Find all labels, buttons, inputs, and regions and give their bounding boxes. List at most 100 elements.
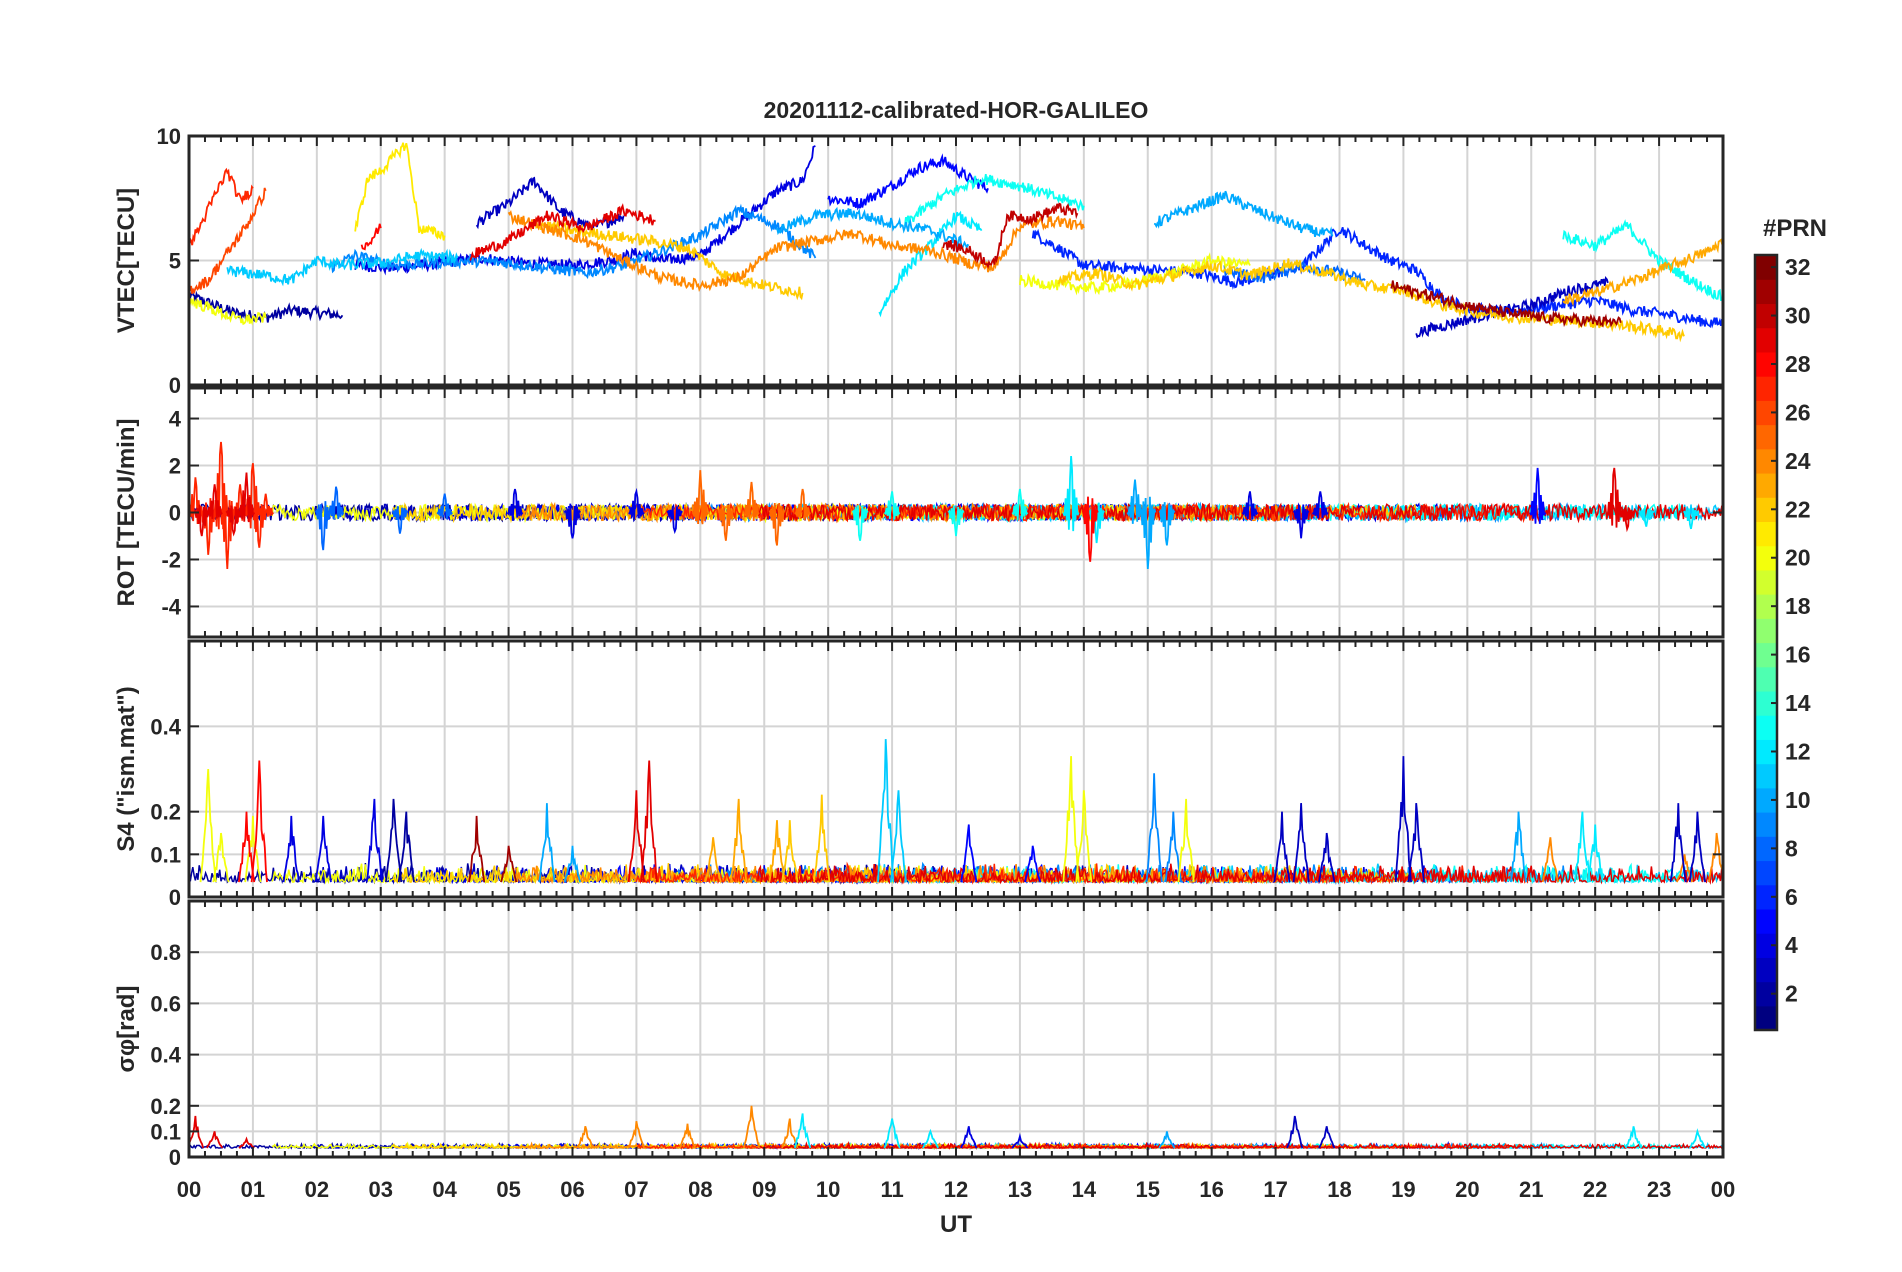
panel-sigphi: 00.10.2 0.4 0.6 0.8 σφ[rad] bbox=[113, 899, 1725, 1170]
colorbar-swatch bbox=[1755, 860, 1777, 886]
sigphi-spike-prn-12 bbox=[1624, 1126, 1643, 1149]
y-tick-label: 0.4 bbox=[150, 714, 181, 739]
s4-spike-prn-23 bbox=[704, 837, 722, 883]
colorbar-tick-label: 20 bbox=[1785, 545, 1811, 571]
x-tick-label: 21 bbox=[1519, 1177, 1543, 1202]
rot-spike-prn-27 bbox=[257, 493, 275, 518]
colorbar-swatch bbox=[1755, 448, 1777, 474]
s4-spike-prn-20 bbox=[1062, 756, 1080, 883]
s4-spike-prn-29 bbox=[627, 790, 645, 883]
vtec-series-prn-24 bbox=[507, 210, 1085, 292]
rot-spike-prn-29 bbox=[1605, 467, 1623, 528]
colorbar-swatch bbox=[1755, 400, 1777, 426]
rot-noise-prn-29 bbox=[757, 501, 1723, 524]
vtec-ylabel: VTEC[TECU] bbox=[113, 188, 140, 333]
vtec-series-prn-31 bbox=[1390, 280, 1622, 328]
s4-spike-prn-10 bbox=[1509, 811, 1527, 883]
panel-vtec: 0 5 10 VTEC[TECU] bbox=[113, 124, 1725, 398]
vtec-series-prn-13 bbox=[904, 173, 1085, 227]
x-tick-label: 06 bbox=[560, 1177, 584, 1202]
x-tick-label: 18 bbox=[1327, 1177, 1351, 1202]
colorbar-tick-label: 14 bbox=[1785, 690, 1811, 716]
rot-spike-prn-4 bbox=[1311, 491, 1329, 519]
s4-spike-prn-10 bbox=[563, 845, 582, 883]
vtec-series-prn-27 bbox=[189, 167, 254, 250]
rot-spike-prn-4 bbox=[506, 488, 524, 521]
s4-spike-prn-23 bbox=[730, 798, 748, 883]
s4-noise-prn-27 bbox=[635, 861, 1532, 885]
vtec-series-prn-10 bbox=[776, 206, 970, 250]
rot-spike-prn-10 bbox=[1139, 496, 1157, 569]
colorbar-tick-label: 32 bbox=[1785, 254, 1811, 280]
sigphi-spike-prn-29 bbox=[206, 1131, 224, 1149]
s4-spike-prn-12 bbox=[1586, 824, 1604, 883]
sigphi-spike-prn-3 bbox=[1318, 1126, 1336, 1149]
colorbar-tick-label: 28 bbox=[1785, 351, 1811, 377]
vtec-series-prn-29 bbox=[469, 203, 656, 261]
x-tick-label: 01 bbox=[241, 1177, 265, 1202]
colorbar-tick-label: 16 bbox=[1785, 642, 1811, 668]
panel-s4: 0 0.1 0.2 0.4 S4 ("ism.mat") bbox=[113, 639, 1725, 910]
s4-noise-prn-29 bbox=[757, 863, 1723, 885]
rot-spike-prn-8 bbox=[314, 501, 332, 551]
x-tick-label: 15 bbox=[1136, 1177, 1160, 1202]
colorbar-tick-label: 8 bbox=[1785, 835, 1798, 861]
rot-series bbox=[189, 441, 1723, 569]
x-tick-label: 09 bbox=[752, 1177, 776, 1202]
sigphi-spike-prn-4 bbox=[1011, 1132, 1029, 1149]
rot-spike-prn-4 bbox=[564, 503, 581, 539]
colorbar-swatch bbox=[1755, 327, 1777, 353]
colorbar-tick-label: 26 bbox=[1785, 399, 1811, 425]
y-tick-label: 0.6 bbox=[150, 991, 181, 1016]
sigphi-spike-prn-10 bbox=[1158, 1131, 1176, 1149]
s4-spike-prn-20 bbox=[212, 832, 230, 883]
sigphi-spike-prn-29 bbox=[238, 1136, 255, 1149]
x-tick-label: 03 bbox=[369, 1177, 393, 1202]
rot-spike-prn-12 bbox=[1638, 508, 1655, 527]
vtec-series-prn-20 bbox=[189, 296, 267, 326]
x-tick-label: 10 bbox=[816, 1177, 840, 1202]
rot-spike-prn-13 bbox=[851, 505, 869, 541]
y-tick-label: 0.2 bbox=[150, 800, 181, 825]
vtec-series-prn-12 bbox=[878, 210, 983, 318]
s4-spike-prn-5 bbox=[960, 824, 978, 883]
vtec-series-prn-9 bbox=[328, 203, 817, 280]
x-axis-label: UT bbox=[940, 1211, 972, 1238]
rot-spike-prn-12 bbox=[1682, 507, 1700, 530]
sigphi-spike-prn-24 bbox=[679, 1123, 697, 1149]
colorbar-swatch bbox=[1755, 472, 1777, 498]
s4-spike-prn-2 bbox=[385, 798, 403, 883]
vtec-series-prn-13 bbox=[1562, 219, 1723, 302]
rot-spike-prn-8 bbox=[391, 506, 409, 534]
colorbar-swatch bbox=[1755, 933, 1777, 958]
colorbar-swatch bbox=[1755, 1005, 1777, 1031]
s4-series bbox=[189, 739, 1723, 885]
y-tick-label: 0 bbox=[169, 885, 181, 910]
rot-spike-prn-13 bbox=[883, 491, 901, 520]
x-tick-label: 13 bbox=[1008, 1177, 1032, 1202]
s4-spike-prn-2 bbox=[397, 811, 415, 883]
s4-spike-prn-31 bbox=[500, 845, 518, 883]
y-tick-label: -4 bbox=[161, 594, 181, 619]
s4-spike-prn-10 bbox=[538, 803, 556, 883]
rot-spike-prn-25 bbox=[691, 470, 709, 525]
x-tick-label: 14 bbox=[1072, 1177, 1097, 1202]
colorbar-swatch bbox=[1755, 787, 1777, 813]
y-tick-label: 0 bbox=[169, 373, 181, 398]
colorbar-swatch bbox=[1755, 545, 1777, 571]
sigphi-spike-prn-12 bbox=[883, 1118, 901, 1149]
vtec-series-prn-21 bbox=[354, 142, 446, 241]
s4-spike-prn-3 bbox=[1688, 811, 1706, 883]
s4-spike-prn-4 bbox=[314, 815, 332, 883]
s4-spike-prn-20 bbox=[244, 815, 262, 883]
s4-ylabel: S4 ("ism.mat") bbox=[113, 686, 140, 851]
colorbar-swatch bbox=[1755, 908, 1777, 934]
x-tick-label: 04 bbox=[432, 1177, 457, 1202]
y-tick-label: 2 bbox=[169, 454, 181, 479]
sigphi-spike-prn-12 bbox=[1689, 1128, 1706, 1149]
vtec-series-prn-30 bbox=[942, 202, 1079, 270]
y-tick-label: 0.4 bbox=[150, 1043, 181, 1068]
vtec-series bbox=[189, 142, 1723, 343]
rot-spike-prn-28 bbox=[1081, 496, 1099, 562]
